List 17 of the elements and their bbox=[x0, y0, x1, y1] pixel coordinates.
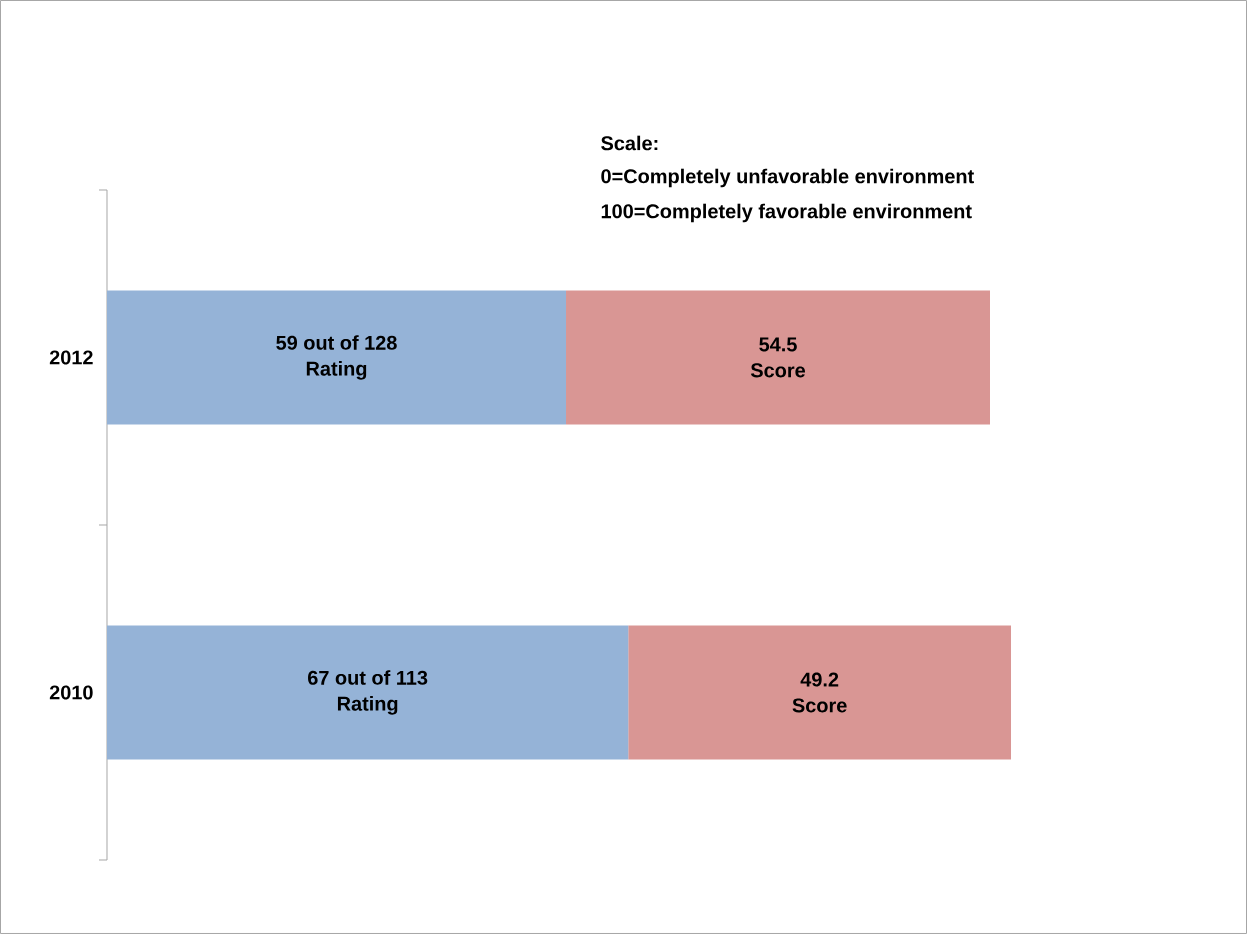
data-label: 59 out of 128 bbox=[276, 335, 397, 350]
bar bbox=[107, 290, 567, 425]
text: Scale: bbox=[601, 135, 658, 151]
text: 0=Completely unfavorable environment bbox=[601, 168, 974, 188]
bar bbox=[107, 625, 629, 760]
bar bbox=[566, 290, 991, 425]
series-label: Score bbox=[792, 698, 847, 713]
data-label: 67 out of 113 bbox=[308, 670, 428, 685]
series-label: Rating bbox=[306, 361, 367, 380]
annotation: 100=Completely favorable environment bbox=[601, 203, 972, 223]
data-label: 49.2 bbox=[800, 672, 839, 687]
data-label: 54.5 bbox=[759, 337, 797, 352]
text: Rating bbox=[337, 696, 398, 715]
bar bbox=[628, 625, 1012, 760]
y-tick-label: 2012 bbox=[49, 350, 93, 365]
text: Score bbox=[750, 363, 806, 378]
y-tick-label: 2010 bbox=[49, 685, 93, 700]
